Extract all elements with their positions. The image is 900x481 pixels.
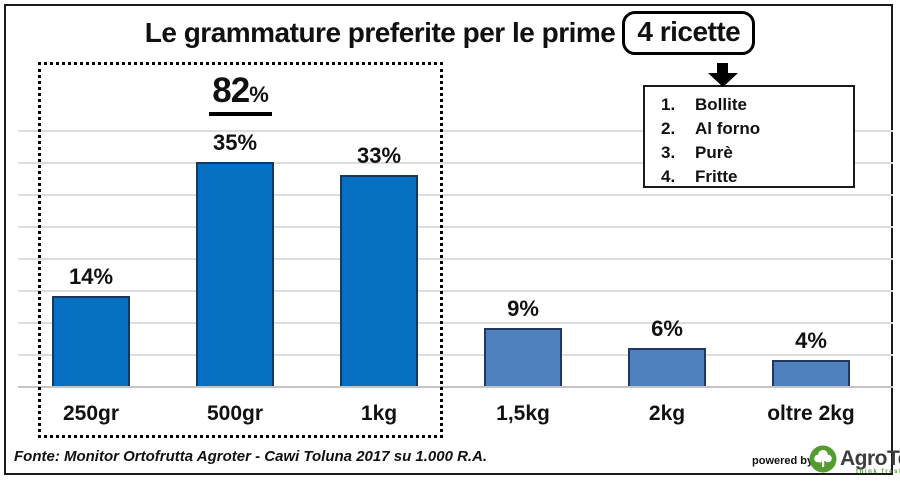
bar-value-label: 33% bbox=[356, 143, 402, 168]
bar-oltre 2kg bbox=[772, 360, 850, 386]
down-arrow-icon bbox=[717, 63, 728, 74]
recipe-label: Purè bbox=[695, 143, 733, 162]
title-highlight-box: 4 ricette bbox=[622, 11, 756, 55]
recipe-item: 2. Al forno bbox=[661, 117, 853, 141]
recipes-list-box: 1. Bollite 2. Al forno 3. Purè 4. Fritte bbox=[643, 85, 855, 188]
bar-500gr bbox=[196, 162, 274, 386]
powered-by-label: powered by bbox=[752, 455, 814, 467]
gridline bbox=[18, 354, 893, 356]
category-label: oltre 2kg bbox=[767, 402, 855, 425]
gridline bbox=[18, 322, 893, 324]
category-label: 1kg bbox=[360, 402, 398, 425]
gridline bbox=[18, 194, 893, 196]
bar-value-label: 6% bbox=[651, 316, 683, 341]
recipe-number: 3. bbox=[661, 143, 676, 162]
bar-value-label: 4% bbox=[795, 328, 827, 353]
bar-value-label: 9% bbox=[507, 296, 539, 321]
category-label: 250gr bbox=[62, 402, 120, 425]
group-total-underline: 82% bbox=[209, 71, 272, 116]
recipe-item: 4. Fritte bbox=[661, 165, 853, 189]
brand-name: AgroTer bbox=[840, 447, 900, 470]
down-arrow-head-icon bbox=[708, 73, 738, 87]
brand-tagline: think fresh bbox=[856, 469, 900, 475]
recipe-item: 1. Bollite bbox=[661, 93, 853, 117]
source-note: Fonte: Monitor Ortofrutta Agroter - Cawi… bbox=[14, 448, 488, 465]
x-axis-line bbox=[18, 386, 893, 388]
page-title-text: Le grammature preferite per le prime bbox=[144, 17, 616, 48]
group-total-label: 82% bbox=[38, 71, 443, 116]
recipe-number: 4. bbox=[661, 167, 676, 186]
group-total-value: 82 bbox=[212, 71, 250, 110]
bar-1kg bbox=[340, 175, 418, 386]
gridline bbox=[18, 258, 893, 260]
category-label: 2kg bbox=[648, 402, 686, 425]
recipe-label: Fritte bbox=[695, 167, 738, 186]
gridline bbox=[18, 226, 893, 228]
category-label: 500gr bbox=[206, 402, 264, 425]
recipe-number: 1. bbox=[661, 95, 676, 114]
category-label: 1,5kg bbox=[496, 402, 550, 425]
bar-2kg bbox=[628, 348, 706, 386]
bar-value-label: 35% bbox=[212, 130, 258, 155]
group-total-suffix: % bbox=[249, 82, 269, 107]
bar-value-label: 14% bbox=[68, 264, 114, 289]
highlight-dotted-box bbox=[38, 62, 443, 438]
gridline bbox=[18, 162, 893, 164]
recipe-label: Al forno bbox=[695, 119, 761, 138]
outer-frame bbox=[4, 4, 893, 475]
agroter-logo-icon bbox=[809, 445, 837, 473]
bar-1,5kg bbox=[484, 328, 562, 386]
gridline bbox=[18, 290, 893, 292]
recipe-number: 2. bbox=[661, 119, 676, 138]
page-title: Le grammature preferite per le prime 4 r… bbox=[0, 11, 900, 55]
recipe-item: 3. Purè bbox=[661, 141, 853, 165]
bar-250gr bbox=[52, 296, 130, 386]
gridline bbox=[18, 130, 893, 132]
recipe-label: Bollite bbox=[695, 95, 747, 114]
